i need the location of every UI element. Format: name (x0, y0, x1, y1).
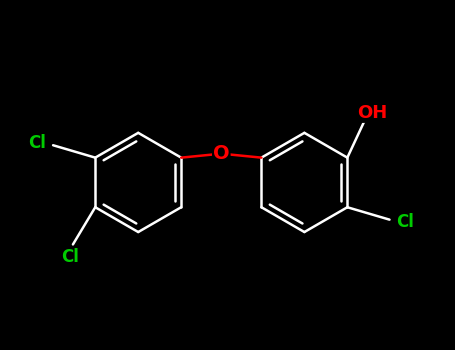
Text: O: O (213, 144, 230, 163)
Text: Cl: Cl (396, 213, 415, 231)
Text: OH: OH (357, 104, 387, 122)
Text: Cl: Cl (28, 134, 46, 152)
Text: Cl: Cl (61, 248, 79, 266)
